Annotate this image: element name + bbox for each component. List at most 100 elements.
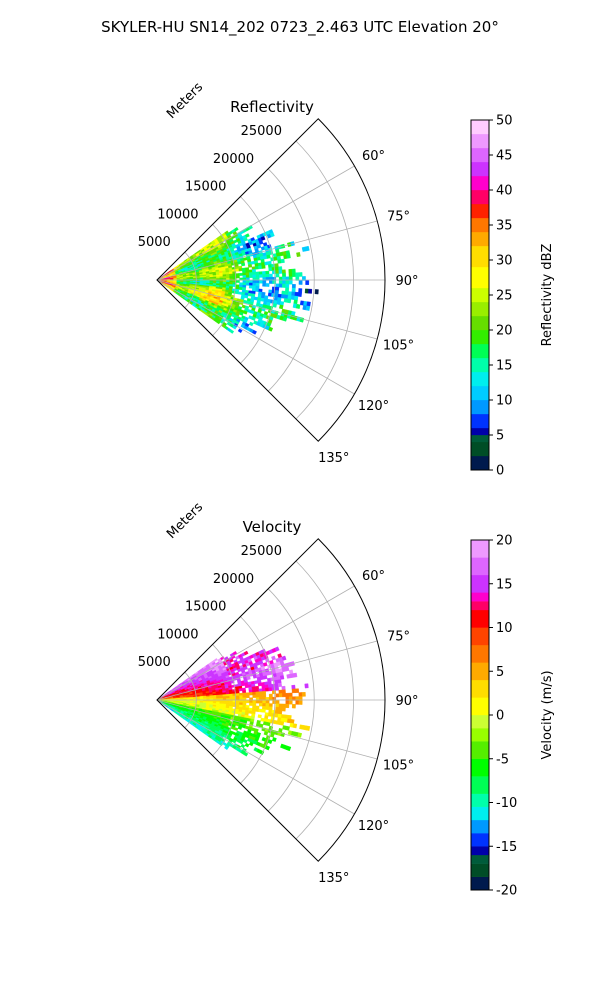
radar-gate-cell [236,280,240,283]
radar-gate-cell [234,711,239,715]
radar-gate-cell [245,694,250,699]
radar-gate-cell [255,274,260,278]
radar-gate-cell [301,692,306,697]
radar-gate-cell [308,288,313,294]
radar-gate-cell [286,298,292,304]
radar-gate-cell [269,232,275,238]
radar-gate-cell [314,289,319,295]
colorbar-segment [470,231,490,247]
colorbar-segment [470,609,490,628]
radar-gate-cell [249,702,253,706]
radar-gate-cell [229,280,234,283]
radar-gate-cell [233,227,239,232]
radar-gate-cell [274,266,280,271]
radar-gate-cell [222,276,227,279]
radar-gate-cell [281,689,286,694]
radar-gate-cell [248,321,254,327]
radar-gate-cell [285,725,290,731]
radar-gate-cell [262,280,267,284]
radar-gate-cell [291,272,296,277]
radar-gate-cell [282,703,286,708]
radar-gate-cell [235,273,240,277]
radar-gate-cell [279,675,285,680]
radar-gate-cell [226,700,230,703]
radar-gate-cell [238,268,243,272]
angular-tick-label: 135° [318,871,349,886]
radar-gate-cell [258,271,263,275]
colorbar-tick-label: 5 [496,665,504,680]
radar-gate-cell [268,687,273,692]
radar-data-cells [156,646,311,757]
colorbar-segment [470,203,490,219]
radar-gate-cell [284,666,290,672]
radar-gate-cell [295,272,300,277]
radar-gate-cell [279,304,284,310]
radar-gate-cell [278,280,283,285]
radar-gate-cell [229,700,234,703]
radar-gate-cell [226,275,230,279]
colorbar-segment [470,832,490,847]
colorbar-tick-label: -15 [496,840,517,855]
colorbar-segment [470,301,490,317]
radar-gate-cell [251,269,256,273]
colorbar-segment [470,863,490,878]
radar-gate-cell [272,700,277,704]
radar-gate-cell [245,282,250,286]
colorbar-segment [470,357,490,373]
radar-gate-cell [285,280,290,285]
reflectivity-panel: Reflectivity 5000 10000 15000 20000 25000 60°… [138,80,555,479]
radar-gate-cell [245,274,250,279]
colorbar-tick-label: 20 [496,534,513,549]
radar-gate-cell [258,688,263,693]
radar-gate-cell [265,687,270,692]
colorbar-label: Reflectivity dBZ [540,244,555,347]
radar-gate-cell [274,263,279,268]
radar-gate-cell [219,276,224,279]
colorbar-segment [470,343,490,359]
radar-gate-cell [245,280,250,284]
colorbar-segment [470,776,490,794]
colorbar: -20 -15 -10 -5 0 5 10 15 20 Velocity (m/s) [470,534,555,899]
radar-gate-cell [255,285,260,290]
radar-gate-cell [240,743,246,749]
radar-gate-cell [291,284,296,289]
radar-gate-cell [232,325,237,330]
radar-gate-cell [275,703,280,708]
colorbar-segment [470,592,490,602]
radar-gate-cell [248,710,253,714]
radar-gate-cell [274,290,279,295]
radar-gate-cell [261,688,266,692]
colorbar-tick-label: 35 [496,219,513,234]
angular-tick-label: 90° [395,274,418,289]
colorbar-segment [470,217,490,233]
radial-tick-label: 15000 [185,180,226,195]
radar-gate-cell [275,693,280,698]
radar-gate-cell [288,272,293,277]
radar-gate-cell [271,266,276,271]
radar-gate-cell [259,694,263,698]
radar-gate-cell [235,693,240,697]
angular-tick-label: 120° [358,399,389,414]
radar-gate-cell [243,650,249,656]
radial-tick-label: 25000 [241,124,282,139]
radar-gate-cell [291,684,296,690]
colorbar-segment [470,819,490,834]
radar-gate-cell [239,702,244,706]
colorbar-segment [470,287,490,303]
radar-gate-cell [271,737,277,742]
radar-gate-cell [258,265,263,270]
radar-gate-cell [297,292,302,297]
radar-gate-cell [284,291,289,296]
radar-gate-cell [282,693,286,698]
radar-gate-cell [288,268,293,274]
radial-tick-label: 15000 [185,600,226,615]
radar-gate-cell [235,275,240,279]
radar-gate-cell [278,689,283,694]
radar-gate-cell [285,283,290,289]
radar-gate-cell [255,271,260,276]
angular-tick-label: 120° [358,819,389,834]
colorbar-tick-label: 5 [496,429,504,444]
radar-gate-cell [235,695,240,699]
colorbar-segment [470,714,490,729]
radar-gate-cell [226,695,230,699]
